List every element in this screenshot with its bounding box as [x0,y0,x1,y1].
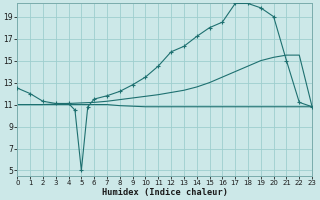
X-axis label: Humidex (Indice chaleur): Humidex (Indice chaleur) [102,188,228,197]
